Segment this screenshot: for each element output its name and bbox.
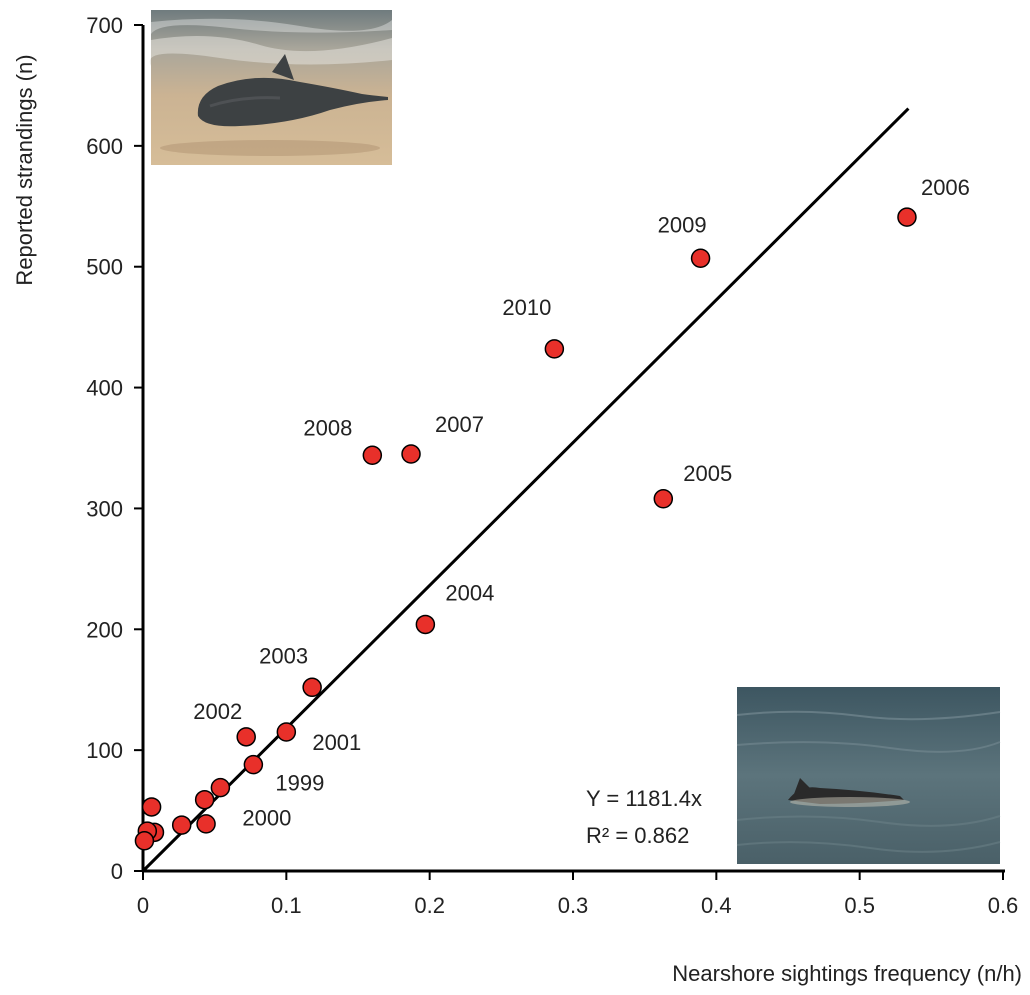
y-tick-label: 700 xyxy=(86,13,123,38)
data-point xyxy=(897,207,917,227)
data-point xyxy=(276,722,297,742)
y-tick-label: 100 xyxy=(86,738,123,763)
data-point xyxy=(653,489,674,509)
x-tick-label: 0.6 xyxy=(988,893,1019,918)
data-points xyxy=(134,207,917,851)
trendline xyxy=(141,107,910,873)
x-tick-label: 0.3 xyxy=(558,893,589,918)
stranded-porpoise-photo xyxy=(149,10,392,165)
y-axis: 0 100 200 300 400 500 600 700 xyxy=(86,13,145,884)
data-point xyxy=(544,339,565,359)
regression-equation: Y = 1181.4x xyxy=(586,786,702,811)
x-tick-label: 0.2 xyxy=(414,893,445,918)
x-axis: 0 0.1 0.2 0.3 0.4 0.5 0.6 xyxy=(137,869,1019,918)
y-tick-label: 300 xyxy=(86,496,123,521)
point-label: 2001 xyxy=(312,730,361,755)
y-tick-label: 200 xyxy=(86,617,123,642)
point-label: 2008 xyxy=(303,415,352,440)
point-label: 2009 xyxy=(658,212,707,237)
y-tick-label: 500 xyxy=(86,255,123,280)
x-axis-title: Nearshore sightings frequency (n/h) xyxy=(672,961,1022,986)
data-point xyxy=(362,445,383,466)
point-label: 2007 xyxy=(435,412,484,437)
y-tick-label: 0 xyxy=(111,859,123,884)
data-point xyxy=(134,831,155,851)
data-point xyxy=(415,614,436,635)
data-point xyxy=(210,777,231,798)
data-point xyxy=(401,444,421,464)
point-label: 2010 xyxy=(502,295,551,320)
y-tick-label: 400 xyxy=(86,376,123,401)
x-tick-label: 0 xyxy=(137,893,149,918)
point-label: 2002 xyxy=(193,699,242,724)
data-point xyxy=(302,677,322,698)
point-label: 1999 xyxy=(275,771,324,796)
r-squared-value: R² = 0.862 xyxy=(586,823,689,848)
point-label: 2003 xyxy=(259,643,308,668)
swimming-porpoise-photo xyxy=(736,687,1001,864)
data-point xyxy=(141,797,162,817)
point-label: 2006 xyxy=(921,175,970,200)
x-tick-label: 0.5 xyxy=(844,893,875,918)
point-labels: 1999 2000 2001 2002 2003 2004 2005 2006 2007 2008… xyxy=(193,175,970,830)
point-label: 2004 xyxy=(445,580,494,605)
data-point xyxy=(196,814,216,834)
data-point xyxy=(690,248,711,269)
data-point xyxy=(243,754,264,775)
data-point xyxy=(194,789,215,810)
y-tick-label: 600 xyxy=(86,134,123,159)
point-label: 2000 xyxy=(242,806,291,831)
point-label: 2005 xyxy=(683,461,732,486)
x-tick-label: 0.1 xyxy=(271,893,302,918)
data-point xyxy=(171,815,192,835)
y-axis-title: Reported strandings (n) xyxy=(12,54,37,285)
x-tick-label: 0.4 xyxy=(701,893,732,918)
data-point xyxy=(236,727,256,747)
